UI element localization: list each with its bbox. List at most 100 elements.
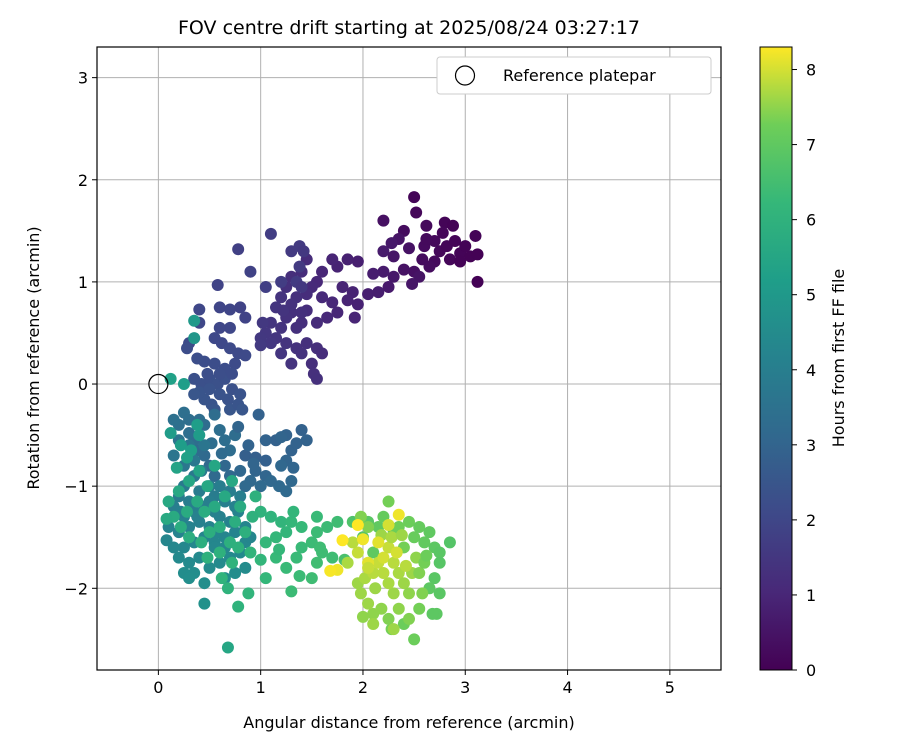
data-point bbox=[395, 529, 408, 542]
data-point bbox=[254, 339, 267, 352]
data-point bbox=[183, 556, 196, 569]
data-point bbox=[223, 303, 236, 316]
data-point bbox=[232, 541, 245, 554]
data-point bbox=[377, 551, 390, 564]
data-point bbox=[420, 549, 433, 562]
data-point bbox=[297, 245, 310, 258]
data-point bbox=[387, 270, 400, 283]
data-point bbox=[397, 263, 410, 276]
data-point bbox=[244, 546, 257, 559]
x-tick-label: 0 bbox=[153, 678, 163, 697]
data-point bbox=[403, 515, 415, 528]
data-point bbox=[208, 357, 221, 370]
data-point bbox=[362, 597, 375, 610]
data-point bbox=[239, 349, 252, 362]
data-point bbox=[208, 408, 221, 421]
data-point bbox=[234, 490, 247, 503]
data-point bbox=[367, 267, 380, 280]
data-point bbox=[310, 556, 323, 569]
data-point bbox=[408, 633, 421, 646]
data-point bbox=[201, 367, 214, 380]
data-point bbox=[226, 556, 239, 569]
x-axis-ticks: 0 1 2 3 4 5 bbox=[153, 670, 675, 697]
data-point bbox=[242, 439, 255, 452]
data-point bbox=[244, 265, 257, 278]
data-point bbox=[172, 551, 185, 564]
data-point bbox=[372, 286, 385, 299]
colorbar-tick-label: 7 bbox=[806, 136, 816, 155]
data-point bbox=[208, 459, 221, 472]
data-point bbox=[277, 304, 290, 317]
data-point bbox=[408, 191, 421, 204]
data-point bbox=[348, 311, 361, 324]
data-point bbox=[341, 556, 354, 569]
data-point bbox=[213, 321, 226, 334]
x-tick-label: 1 bbox=[256, 678, 266, 697]
data-point bbox=[387, 623, 400, 636]
x-axis-label: Angular distance from reference (arcmin) bbox=[243, 713, 574, 732]
data-point bbox=[213, 301, 226, 314]
data-point bbox=[254, 553, 267, 566]
data-point bbox=[223, 321, 236, 334]
data-point bbox=[314, 541, 327, 554]
data-point bbox=[239, 480, 252, 493]
data-point bbox=[420, 233, 433, 246]
data-point bbox=[324, 564, 337, 577]
data-point bbox=[170, 461, 183, 474]
data-point bbox=[280, 526, 293, 539]
data-point bbox=[300, 434, 313, 447]
data-point bbox=[259, 454, 272, 467]
data-point bbox=[351, 546, 364, 559]
data-point bbox=[198, 577, 211, 590]
data-point bbox=[356, 533, 369, 546]
data-point bbox=[188, 314, 201, 327]
data-point bbox=[232, 420, 245, 433]
data-point bbox=[310, 526, 323, 539]
data-point bbox=[275, 515, 288, 528]
x-tick-label: 2 bbox=[358, 678, 368, 697]
x-tick-label: 3 bbox=[460, 678, 470, 697]
data-point bbox=[218, 434, 231, 447]
data-point bbox=[215, 572, 228, 585]
data-point bbox=[385, 531, 398, 544]
data-point bbox=[252, 408, 265, 421]
colorbar-tick-label: 6 bbox=[806, 211, 816, 230]
data-point bbox=[181, 505, 194, 518]
data-point bbox=[471, 275, 484, 288]
data-point bbox=[385, 237, 398, 250]
data-point bbox=[239, 311, 252, 324]
data-point bbox=[285, 357, 298, 370]
data-point bbox=[290, 321, 303, 334]
data-point bbox=[198, 505, 211, 518]
y-tick-label: −1 bbox=[64, 477, 88, 496]
data-point bbox=[397, 577, 410, 590]
data-point bbox=[191, 495, 204, 508]
data-point bbox=[290, 437, 303, 450]
data-point bbox=[413, 566, 426, 579]
data-point bbox=[174, 439, 187, 452]
data-point bbox=[336, 534, 349, 547]
data-point bbox=[367, 607, 380, 620]
data-point bbox=[326, 551, 339, 564]
data-point bbox=[285, 515, 298, 528]
data-point bbox=[213, 388, 226, 401]
data-point bbox=[305, 572, 318, 585]
data-point bbox=[403, 587, 415, 600]
colorbar-tick-label: 2 bbox=[806, 511, 816, 530]
data-point bbox=[293, 570, 306, 583]
data-point bbox=[390, 546, 403, 559]
data-point bbox=[295, 541, 308, 554]
data-point bbox=[362, 521, 375, 534]
data-point bbox=[454, 255, 467, 268]
data-point bbox=[459, 240, 472, 253]
data-point bbox=[239, 526, 252, 539]
data-point bbox=[229, 526, 242, 539]
data-point bbox=[191, 352, 204, 365]
data-point bbox=[351, 298, 364, 311]
data-point bbox=[295, 281, 308, 294]
data-point bbox=[436, 226, 449, 239]
data-point bbox=[273, 543, 286, 556]
data-point bbox=[213, 480, 226, 493]
x-tick-label: 5 bbox=[665, 678, 675, 697]
data-point bbox=[264, 337, 277, 350]
